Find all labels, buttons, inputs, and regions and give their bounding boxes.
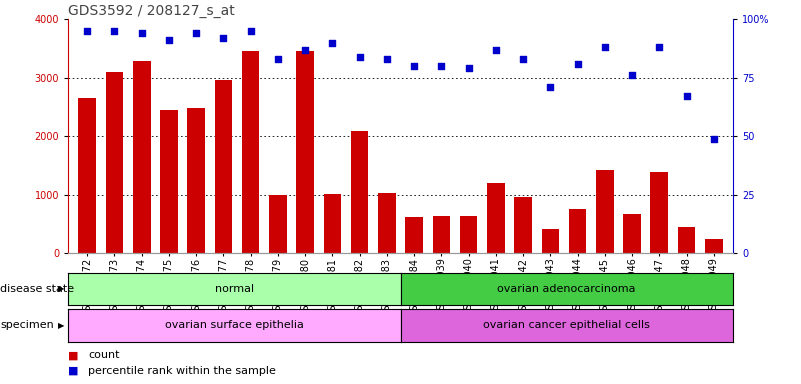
Bar: [705, 239, 723, 253]
Bar: [541, 229, 559, 253]
Bar: [215, 80, 232, 253]
Point: [299, 46, 312, 53]
Point: [489, 46, 502, 53]
Bar: [324, 194, 341, 253]
Bar: [487, 182, 505, 253]
Point: [544, 84, 557, 90]
Point: [217, 35, 230, 41]
Point: [462, 65, 475, 71]
Point: [272, 56, 284, 62]
Bar: [378, 192, 396, 253]
Point: [190, 30, 203, 36]
Point: [598, 44, 611, 50]
Text: ovarian surface epithelia: ovarian surface epithelia: [165, 320, 304, 331]
Point: [408, 63, 421, 69]
Point: [435, 63, 448, 69]
Point: [353, 54, 366, 60]
Bar: [160, 110, 178, 253]
Bar: [433, 216, 450, 253]
Bar: [133, 61, 151, 253]
Text: count: count: [88, 350, 119, 360]
Point: [135, 30, 148, 36]
Bar: [569, 209, 586, 253]
Text: disease state: disease state: [0, 284, 74, 294]
Point: [680, 93, 693, 99]
Bar: [678, 227, 695, 253]
Text: ovarian adenocarcinoma: ovarian adenocarcinoma: [497, 284, 636, 294]
Text: percentile rank within the sample: percentile rank within the sample: [88, 366, 276, 376]
Text: ovarian cancer epithelial cells: ovarian cancer epithelial cells: [483, 320, 650, 331]
Text: normal: normal: [215, 284, 254, 294]
Bar: [514, 197, 532, 253]
Point: [81, 28, 94, 34]
Point: [380, 56, 393, 62]
Bar: [596, 170, 614, 253]
Bar: [78, 98, 96, 253]
Bar: [405, 217, 423, 253]
Text: ▶: ▶: [58, 321, 64, 330]
Point: [108, 28, 121, 34]
Bar: [187, 108, 205, 253]
Bar: [650, 172, 668, 253]
Point: [707, 136, 720, 142]
Text: ■: ■: [68, 350, 78, 360]
Text: specimen: specimen: [0, 320, 54, 331]
Text: ▶: ▶: [58, 285, 64, 293]
Point: [626, 72, 638, 78]
Bar: [460, 216, 477, 253]
Point: [163, 37, 175, 43]
Point: [244, 28, 257, 34]
Bar: [623, 214, 641, 253]
Bar: [106, 72, 123, 253]
Bar: [351, 131, 368, 253]
Bar: [269, 195, 287, 253]
Text: GDS3592 / 208127_s_at: GDS3592 / 208127_s_at: [68, 4, 235, 18]
Point: [571, 61, 584, 67]
Point: [653, 44, 666, 50]
Point: [517, 56, 529, 62]
Point: [326, 40, 339, 46]
Text: ■: ■: [68, 366, 78, 376]
Bar: [242, 51, 260, 253]
Bar: [296, 51, 314, 253]
